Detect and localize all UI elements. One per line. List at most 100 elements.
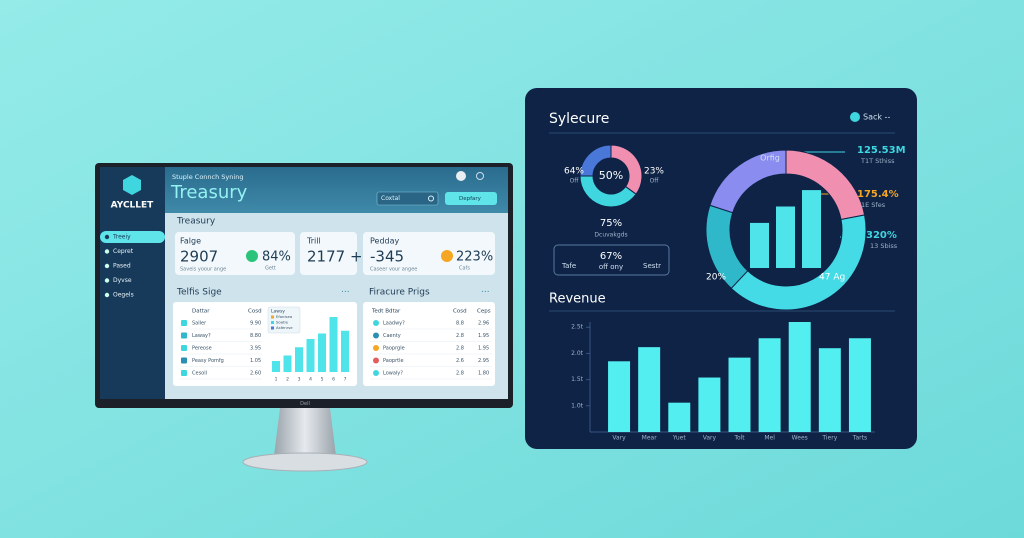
row-icon [181,345,187,351]
search-box[interactable] [376,191,439,206]
bar [758,338,781,432]
row-name: Cesoll [192,371,207,377]
box-value: 67% [600,251,622,262]
callout-note: 1E Sfes [861,201,886,209]
row-value: 2.96 [478,321,489,327]
nav-icon [104,234,110,240]
row-icon [181,320,187,326]
row-value: 1.95 [478,333,489,339]
legend-swatch [271,321,274,324]
bar [728,357,751,432]
row-icon [373,320,379,326]
card-value: 2177 + [307,248,363,266]
bar [318,333,326,372]
nav-icon [104,292,110,298]
toggle-text[interactable]: Sack -- [863,113,890,122]
dashboard-title: Sylecure [549,111,609,127]
bar [776,206,795,268]
nav-item[interactable]: Oegels [113,292,134,299]
nav-item[interactable]: Pased [113,263,131,270]
row-value: 1.80 [478,371,489,377]
card-badge-note: Gett [265,266,276,272]
row-value: 1.05 [250,358,261,364]
settings-icon[interactable] [476,172,484,180]
row-icon [373,345,379,351]
card-value: -345 [370,248,404,266]
stat-value: 75% [600,218,622,229]
column-header: Cosd [453,309,467,315]
card [300,232,357,275]
card-badge-note: Cafs [459,266,470,272]
badge-icon [441,250,453,262]
bar [306,339,315,372]
avatar-icon[interactable] [456,171,466,181]
bar [295,347,303,372]
search-icon [428,195,434,202]
button[interactable] [445,192,497,205]
x-tick-label: Vary [703,435,717,442]
card-note: Caseer vour angee [370,267,417,273]
panel-menu[interactable]: ··· [481,288,490,298]
row-name: Lowaly? [383,371,403,377]
row-name: Laway? [192,333,211,339]
row-value: 1.95 [478,346,489,352]
x-tick-label: Wees [792,435,808,442]
y-tick-label: 2.0t [571,350,584,357]
row-value: 8.8 [456,321,464,327]
column-header: Tedt Bdtar [371,309,401,315]
row-value: 2.6 [456,358,464,364]
badge-icon [246,250,258,262]
bar [750,222,769,268]
panel-title: Telfis Sige [176,288,222,298]
legend-item: Asfenrse [276,325,293,330]
row-name: Laadwy? [383,321,405,327]
x-tick-label: Mel [764,435,775,442]
legend-swatch [271,326,274,330]
section-title: Treasury [176,217,216,227]
bar [608,361,631,432]
callout-value: 125.53M [857,145,906,156]
row-value: 8.80 [250,333,261,339]
row-name: Pereose [192,346,212,352]
card-note: Saveis yoour ange [180,267,226,273]
donut-label: Orfig [760,154,780,163]
x-tick-label: 6 [332,377,335,383]
row-icon [373,357,379,364]
y-tick-label: 1.5t [571,376,584,383]
sidebar [100,167,165,399]
row-icon [181,370,187,376]
toggle-icon[interactable] [850,112,860,122]
x-tick-label: 4 [309,377,312,383]
donut-segment [579,144,612,177]
row-value: 2.8 [456,371,464,377]
nav-item[interactable]: Treeiy [112,234,131,241]
logo [123,175,141,195]
panel-title: Firacure Prigs [369,288,430,298]
nav-icon [104,278,110,283]
legend-item: Soatie [276,320,289,325]
row-value: 2.8 [456,333,464,339]
row-name: Saller [192,321,207,327]
x-tick-label: 2 [286,377,289,383]
brand: AYCLLET [111,201,155,211]
nav-item[interactable]: Dyvse [113,277,132,284]
legend-box [267,306,301,334]
bar [668,402,691,432]
nav-item[interactable]: Cepret [113,248,134,255]
nav-icon [104,249,110,254]
column-header: Cosd [248,309,262,315]
y-tick-label: 2.5t [571,324,584,331]
row-name: Paoprtle [383,358,404,364]
row-icon [373,332,379,339]
row-name: Caenty [383,333,401,339]
panel-menu[interactable]: ··· [341,288,350,298]
donut-label: 20% [706,273,726,283]
monitor-brand: Dell [300,401,310,407]
donut-label: 47 Ag [819,273,845,283]
callout-value: 175.4% [857,189,899,200]
card [175,232,295,275]
nav-active[interactable] [100,231,165,243]
row-name: Paoprgle [383,346,405,352]
x-tick-label: Tolt [733,435,745,442]
row-value: 3.95 [250,346,261,352]
